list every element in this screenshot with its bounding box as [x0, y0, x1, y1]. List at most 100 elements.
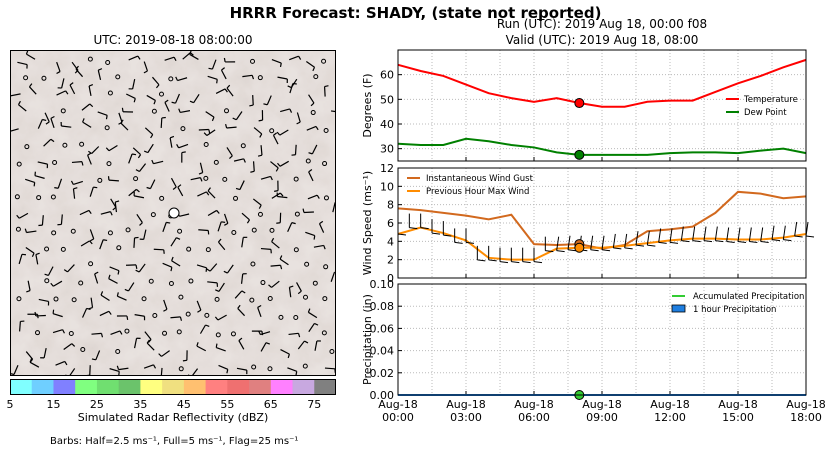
- wind-barb-flag: [87, 152, 92, 156]
- wind-barb-flag: [120, 119, 124, 124]
- wind-barb-flag: [488, 259, 497, 262]
- wind-barb: [182, 52, 191, 60]
- wind-barb: [590, 235, 594, 250]
- wind-barb-flag: [229, 155, 233, 160]
- wind-barb-flag: [81, 161, 84, 166]
- colorbar-segment: [183, 379, 207, 395]
- wind-barb-flag: [263, 103, 268, 106]
- wind-barb: [146, 342, 155, 351]
- calm-wind-circle: [104, 125, 110, 131]
- wind-barb-flag: [116, 365, 120, 370]
- wind-barb-flag: [221, 221, 226, 223]
- wind-barb-flag: [499, 261, 509, 264]
- wind-barb-flag: [624, 247, 633, 250]
- wind-barb: [164, 102, 170, 112]
- wind-barb-flag: [420, 227, 429, 230]
- wind-barb-flag: [26, 289, 31, 293]
- wind-barb-flag: [153, 364, 157, 369]
- wind-barb: [207, 209, 217, 217]
- wind-barb: [226, 147, 233, 157]
- colorbar-tick-label: 65: [264, 398, 278, 411]
- wind-barb-flag: [187, 374, 190, 375]
- wind-barb-flag: [34, 311, 37, 317]
- wind-barb: [311, 144, 318, 155]
- wind-barb: [88, 85, 92, 96]
- wind-barb: [90, 297, 94, 308]
- wind-barb-flag: [117, 270, 120, 275]
- wind-barb: [235, 111, 243, 121]
- wind-barb: [237, 308, 246, 317]
- wind-barb: [128, 55, 139, 61]
- wind-barb-flag: [279, 62, 282, 68]
- wind-barb: [206, 129, 216, 137]
- wind-barb-flag: [601, 249, 611, 252]
- calm-wind-circle: [294, 211, 300, 217]
- x-tick-label: Aug-18: [650, 398, 689, 411]
- wind-barb-flag: [221, 67, 226, 71]
- wind-barb: [128, 153, 133, 164]
- wind-barb-flag: [215, 343, 218, 348]
- wind-barb-flag: [176, 144, 180, 149]
- calm-wind-circle: [322, 296, 328, 302]
- series-line: [397, 58, 807, 108]
- wind-barb-flag: [133, 98, 136, 103]
- wind-barb: [207, 281, 218, 284]
- colorbar-tick-label: 15: [46, 398, 60, 411]
- wind-barb: [87, 154, 92, 165]
- wind-barb-flag: [93, 186, 98, 189]
- wind-barb: [223, 213, 229, 224]
- wind-barb: [26, 53, 36, 60]
- y-tick-label: 12: [380, 162, 394, 175]
- wind-barb-flag: [189, 100, 194, 104]
- wind-barb-flag: [189, 51, 192, 55]
- calm-wind-circle: [41, 75, 47, 81]
- wind-barb: [25, 178, 35, 183]
- wind-barb: [128, 282, 135, 292]
- colorbar-segment: [53, 379, 76, 395]
- colorbar-segment: [292, 379, 315, 395]
- wind-barb: [170, 237, 177, 247]
- wind-barb-flag: [137, 154, 142, 159]
- y-tick-label: 0: [387, 272, 394, 285]
- wind-barb: [218, 364, 229, 370]
- wind-barb: [56, 61, 61, 72]
- wind-barb-flag: [64, 361, 68, 366]
- wind-barb: [313, 244, 324, 248]
- wind-barb-flag: [726, 241, 735, 243]
- wind-barb: [197, 191, 207, 197]
- colorbar-segment: [249, 379, 272, 395]
- wind-barb-flag: [312, 66, 316, 72]
- wind-barb-flag: [196, 342, 199, 347]
- y-axis-label: Degrees (F): [361, 73, 374, 137]
- wind-barb: [108, 278, 118, 284]
- wind-barb-flag: [315, 126, 319, 131]
- panel-frame: [397, 49, 807, 162]
- wind-barb: [13, 365, 19, 375]
- calm-wind-circle: [303, 294, 309, 300]
- wind-barb: [126, 93, 136, 99]
- valid-time-label: Valid (UTC): 2019 Aug 18, 08:00: [505, 33, 699, 47]
- wind-barb: [89, 186, 94, 197]
- wind-barb-flag: [635, 244, 645, 247]
- calm-wind-circle: [141, 296, 147, 302]
- calm-wind-circle: [312, 280, 318, 286]
- wind-barb-flag: [182, 359, 187, 362]
- calm-wind-circle: [293, 247, 299, 253]
- wind-barb: [26, 230, 37, 234]
- wind-barb-flag: [271, 237, 275, 242]
- wind-barb: [199, 324, 207, 334]
- wind-barb-flag: [175, 76, 178, 81]
- wind-barb: [635, 231, 639, 246]
- panel-frame: [397, 283, 807, 396]
- wind-barb: [289, 55, 299, 61]
- wind-barb-flag: [246, 219, 251, 224]
- colorbar-segment: [270, 379, 294, 395]
- wind-barb: [177, 186, 184, 197]
- wind-barb-flag: [203, 132, 208, 136]
- wind-barb: [270, 161, 279, 169]
- wind-barb-flag: [215, 289, 220, 292]
- colorbar-segment: [205, 379, 228, 395]
- wind-barb-flag: [249, 104, 254, 107]
- wind-barb-flag: [147, 339, 152, 343]
- wind-barb: [11, 93, 21, 97]
